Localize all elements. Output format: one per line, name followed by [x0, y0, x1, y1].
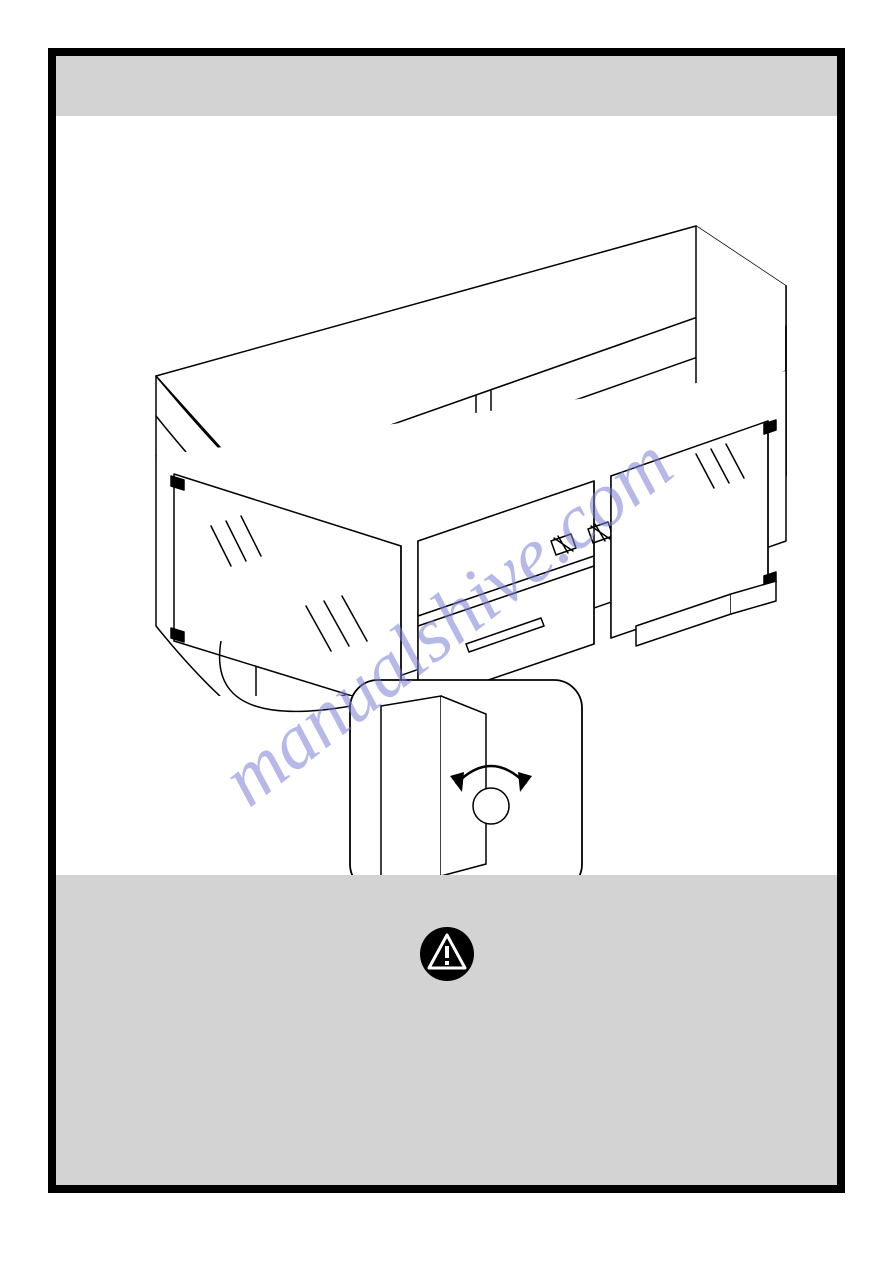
bottom-gray-band	[56, 875, 837, 1185]
top-gray-band	[56, 56, 837, 116]
page-frame: manualshive.com	[48, 48, 845, 1193]
furniture-diagram	[96, 196, 796, 696]
warning-icon	[419, 926, 475, 982]
diagram-area	[56, 116, 837, 875]
detail-inset	[346, 676, 586, 896]
